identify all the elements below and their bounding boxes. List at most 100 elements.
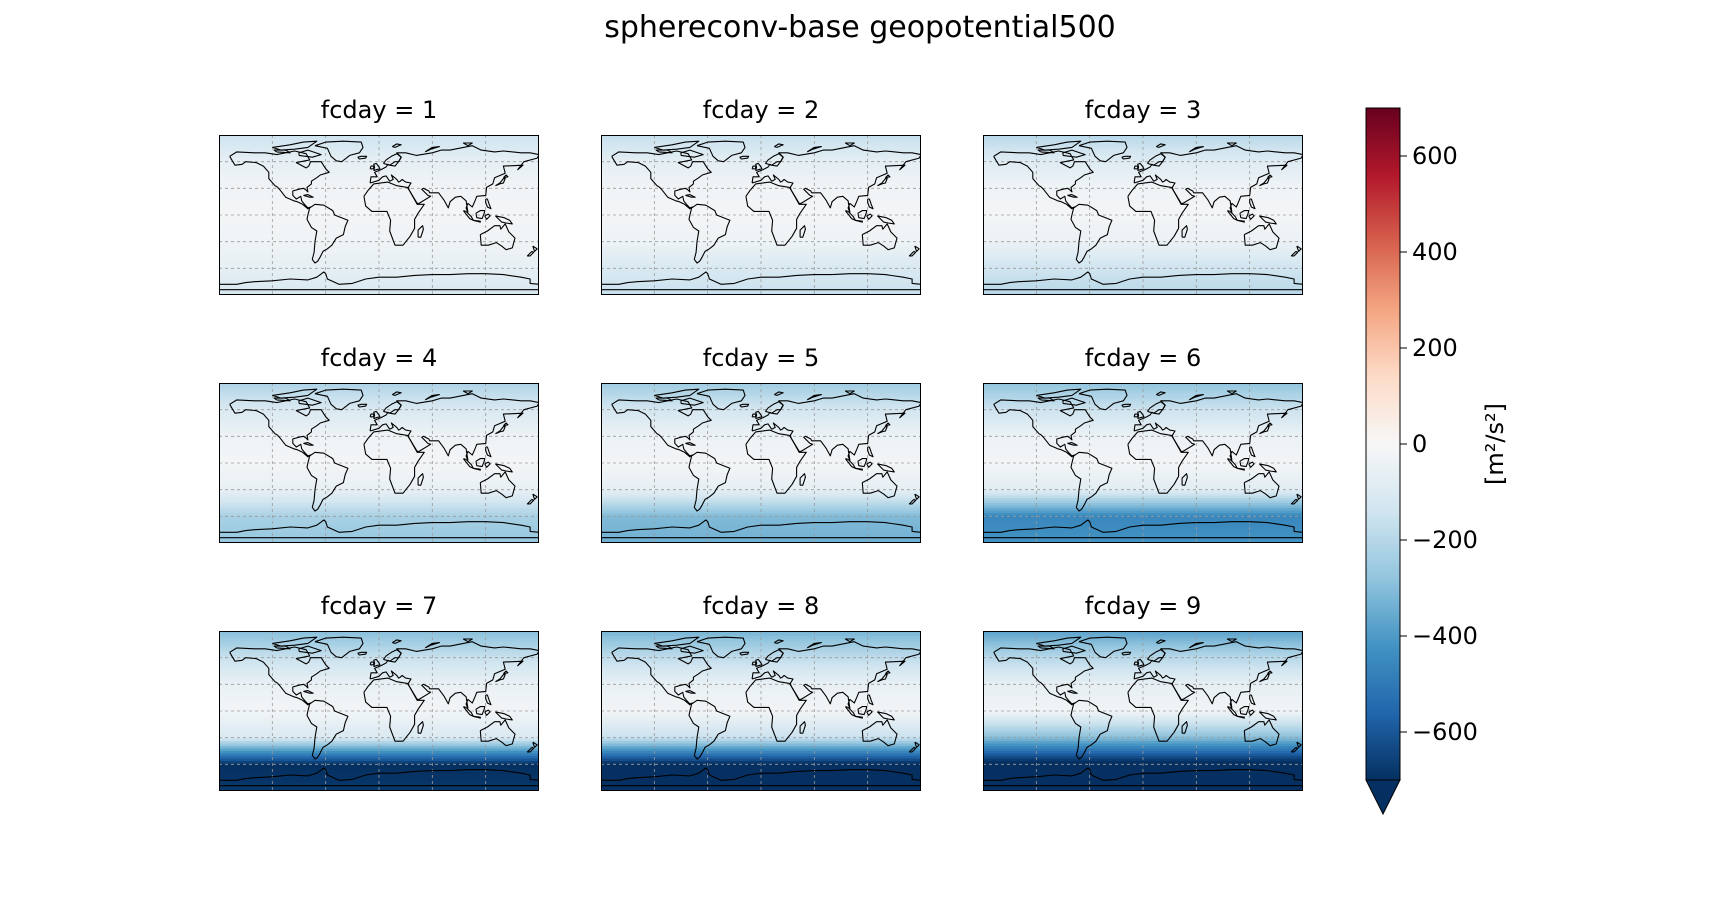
field-band: [219, 523, 539, 527]
coastline: [601, 519, 921, 539]
coastline: [861, 719, 898, 747]
coastline: [855, 467, 863, 471]
coastline: [1067, 690, 1078, 694]
field-band: [983, 222, 1303, 226]
field-band: [983, 676, 1303, 680]
field-band: [219, 736, 539, 740]
coastline: [273, 397, 291, 402]
coastline: [866, 213, 873, 220]
map-svg: [601, 631, 921, 791]
field-band: [983, 488, 1303, 492]
coastline: [1062, 397, 1086, 406]
coastline: [885, 174, 891, 179]
field-band: [983, 753, 1303, 757]
coastline: [1249, 198, 1256, 210]
field-band: [601, 510, 921, 514]
coastline: [857, 210, 868, 220]
coastline: [1226, 706, 1238, 717]
coastline: [1133, 661, 1139, 666]
coastline: [298, 397, 322, 406]
map-frame: [983, 135, 1303, 295]
field-band: [983, 428, 1303, 432]
field-band: [219, 671, 539, 675]
coastline: [680, 149, 704, 158]
field-band: [601, 483, 921, 487]
field-band: [601, 235, 921, 239]
field-band: [219, 463, 539, 467]
field-band: [219, 385, 539, 389]
field-band: [601, 633, 921, 637]
colorbar-tick-label: 200: [1412, 334, 1458, 362]
field-band: [219, 150, 539, 154]
field-band: [983, 658, 1303, 662]
coastline: [503, 670, 509, 675]
coastline: [611, 150, 712, 210]
field-band: [983, 257, 1303, 261]
coastline: [1156, 143, 1166, 148]
field-band: [601, 420, 921, 424]
field-band: [601, 445, 921, 449]
coastline: [983, 519, 1303, 539]
coastline: [462, 390, 473, 395]
coastline: [1226, 390, 1237, 395]
field-band: [219, 423, 539, 427]
coastline: [369, 641, 539, 709]
field-band: [219, 252, 539, 256]
field-band: [219, 778, 539, 782]
coastline: [1267, 670, 1273, 675]
field-band: [983, 783, 1303, 787]
coastline: [844, 458, 856, 469]
field-band: [219, 480, 539, 484]
map-panel: fcday = 2: [601, 96, 921, 295]
field-band: [219, 240, 539, 244]
colorbar-label: [m²/s²]: [1481, 403, 1509, 485]
coastline: [877, 178, 888, 187]
field-band: [983, 180, 1303, 184]
coastline: [298, 149, 322, 158]
field-band: [983, 410, 1303, 414]
field-band: [601, 410, 921, 414]
field-band: [983, 463, 1303, 467]
field-band: [219, 450, 539, 454]
coastline: [485, 694, 492, 706]
coastline: [495, 426, 506, 435]
coastline: [1137, 410, 1145, 420]
field-band: [601, 505, 921, 509]
coastline: [369, 145, 539, 213]
field-band: [601, 155, 921, 159]
map-svg: [601, 383, 921, 543]
field-band: [601, 192, 921, 196]
field-band: [601, 232, 921, 236]
coastline: [696, 388, 746, 411]
coastline: [1226, 210, 1238, 221]
coastline: [877, 426, 888, 435]
coastline: [462, 142, 473, 147]
field-band: [219, 162, 539, 166]
field-band: [219, 185, 539, 189]
field-band: [601, 530, 921, 534]
coastline: [1078, 140, 1128, 163]
coastline: [473, 219, 481, 223]
field-band: [601, 257, 921, 261]
coastline: [219, 519, 539, 539]
coastline: [1146, 401, 1166, 414]
coastline: [1037, 645, 1055, 650]
map-svg: [219, 383, 539, 543]
coastline: [532, 493, 538, 500]
coastline: [680, 397, 704, 406]
coastline: [1248, 461, 1255, 468]
field-band: [219, 420, 539, 424]
field-band: [219, 728, 539, 732]
coastline: [1249, 694, 1256, 706]
coastline: [1133, 641, 1303, 709]
field-band: [983, 185, 1303, 189]
colorbar-tick-label: −400: [1412, 622, 1478, 650]
coastline: [363, 181, 425, 246]
coastline: [1133, 413, 1139, 418]
colorbar: [1365, 107, 1407, 816]
panel-title: fcday = 1: [320, 96, 438, 124]
field-band: [983, 736, 1303, 740]
field-band: [601, 185, 921, 189]
coastline: [751, 165, 757, 170]
coastline: [495, 215, 513, 225]
